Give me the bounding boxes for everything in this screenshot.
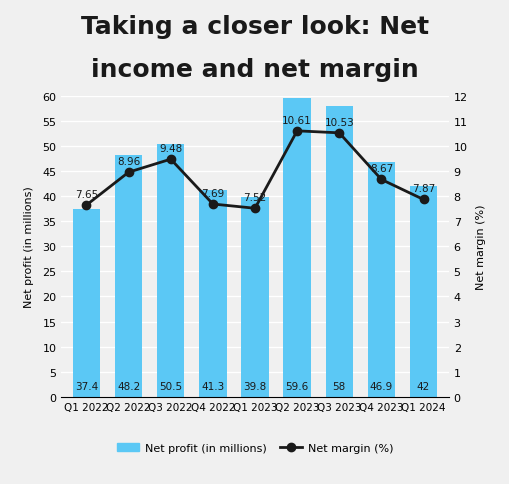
Bar bbox=[115, 156, 142, 397]
Text: 48.2: 48.2 bbox=[117, 381, 140, 391]
Bar bbox=[199, 190, 226, 397]
Text: 10.53: 10.53 bbox=[324, 117, 353, 127]
Text: 42: 42 bbox=[416, 381, 429, 391]
Y-axis label: Net margin (%): Net margin (%) bbox=[475, 204, 485, 289]
Text: 7.69: 7.69 bbox=[201, 188, 224, 198]
Text: income and net margin: income and net margin bbox=[91, 59, 418, 82]
Text: 7.52: 7.52 bbox=[243, 193, 266, 203]
Bar bbox=[283, 99, 310, 397]
Bar bbox=[73, 210, 100, 397]
Text: 39.8: 39.8 bbox=[243, 381, 266, 391]
Text: 41.3: 41.3 bbox=[201, 381, 224, 391]
Text: 37.4: 37.4 bbox=[75, 381, 98, 391]
Text: 7.87: 7.87 bbox=[411, 184, 434, 194]
Text: 8.96: 8.96 bbox=[117, 157, 140, 166]
Y-axis label: Net profit (in millions): Net profit (in millions) bbox=[24, 186, 34, 308]
Bar bbox=[241, 198, 268, 397]
Legend: Net profit (in millions), Net margin (%): Net profit (in millions), Net margin (%) bbox=[112, 439, 397, 457]
Bar bbox=[157, 144, 184, 397]
Bar bbox=[325, 107, 352, 397]
Text: 59.6: 59.6 bbox=[285, 381, 308, 391]
Text: 9.48: 9.48 bbox=[159, 144, 182, 153]
Text: Taking a closer look: Net: Taking a closer look: Net bbox=[81, 15, 428, 39]
Bar bbox=[409, 187, 436, 397]
Bar bbox=[367, 162, 394, 397]
Text: 58: 58 bbox=[332, 381, 345, 391]
Text: 8.67: 8.67 bbox=[369, 164, 392, 174]
Text: 10.61: 10.61 bbox=[281, 115, 312, 125]
Text: 7.65: 7.65 bbox=[75, 189, 98, 199]
Text: 50.5: 50.5 bbox=[159, 381, 182, 391]
Text: 46.9: 46.9 bbox=[369, 381, 392, 391]
